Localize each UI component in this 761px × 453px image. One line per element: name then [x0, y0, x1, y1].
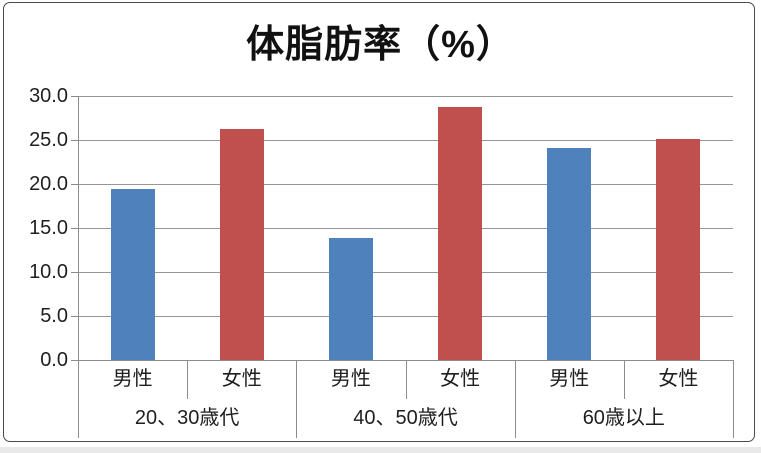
y-axis-tick-label: 20.0 — [29, 173, 68, 195]
y-axis-tick-label: 30.0 — [29, 85, 68, 107]
background-strip — [0, 447, 761, 453]
bar-label: 女性 — [440, 368, 481, 390]
category-divider-long — [514, 360, 516, 438]
gridline — [78, 96, 733, 97]
bar-label: 男性 — [330, 368, 371, 390]
y-axis-tick-label: 25.0 — [29, 129, 68, 151]
gridline — [78, 272, 733, 273]
bar-label: 女性 — [658, 368, 699, 390]
y-axis-tick — [71, 316, 79, 317]
y-axis-tick — [71, 140, 79, 141]
category-divider-short — [405, 360, 407, 399]
bar-female-group2 — [438, 107, 483, 360]
y-axis-tick — [71, 228, 79, 229]
gridline — [78, 140, 733, 141]
y-axis-line — [78, 96, 79, 360]
bar-label: 女性 — [221, 368, 262, 390]
bar-male-group2 — [328, 237, 373, 360]
chart-title: 体脂肪率（%） — [246, 24, 515, 66]
category-divider-short — [623, 360, 625, 399]
y-axis-tick-label: 0.0 — [40, 349, 68, 371]
x-axis-line — [71, 360, 733, 361]
bar-male-group3 — [547, 147, 592, 360]
group-label: 20、30歳代 — [134, 407, 240, 429]
y-axis-tick — [71, 96, 79, 97]
bar-female-group1 — [219, 128, 264, 360]
group-label: 60歳以上 — [582, 407, 665, 429]
bar-label: 男性 — [112, 368, 153, 390]
y-axis-tick — [71, 184, 79, 185]
gridline — [78, 316, 733, 317]
bar-male-group1 — [110, 189, 155, 360]
bar-label: 男性 — [549, 368, 590, 390]
gridline — [78, 184, 733, 185]
gridline — [78, 228, 733, 229]
y-axis-tick-label: 10.0 — [29, 261, 68, 283]
category-divider-long — [78, 360, 79, 438]
y-axis-tick — [71, 272, 79, 273]
bar-female-group3 — [656, 139, 701, 360]
category-divider-short — [187, 360, 189, 399]
y-axis-tick-label: 5.0 — [40, 305, 68, 327]
y-axis-tick-label: 15.0 — [29, 217, 68, 239]
group-label: 40、50歳代 — [353, 407, 458, 429]
category-divider-long — [296, 360, 298, 438]
category-divider-long — [733, 360, 734, 438]
